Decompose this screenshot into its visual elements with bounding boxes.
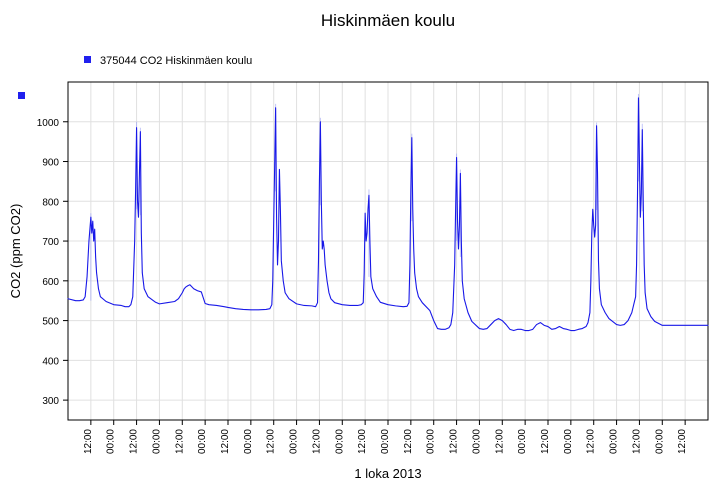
- svg-text:00:00: 00:00: [426, 429, 437, 454]
- svg-text:375044 CO2 Hiskinmäen koulu: 375044 CO2 Hiskinmäen koulu: [100, 55, 252, 67]
- svg-text:300: 300: [42, 396, 59, 407]
- svg-text:500: 500: [42, 317, 59, 328]
- svg-text:00:00: 00:00: [197, 429, 208, 454]
- svg-text:00:00: 00:00: [654, 429, 665, 454]
- svg-text:00:00: 00:00: [289, 429, 300, 454]
- svg-text:00:00: 00:00: [517, 429, 528, 454]
- svg-text:12:00: 12:00: [83, 429, 94, 454]
- svg-text:00:00: 00:00: [334, 429, 345, 454]
- svg-text:00:00: 00:00: [151, 429, 162, 454]
- svg-text:00:00: 00:00: [106, 429, 117, 454]
- svg-text:00:00: 00:00: [471, 429, 482, 454]
- svg-text:12:00: 12:00: [586, 429, 597, 454]
- svg-text:12:00: 12:00: [403, 429, 414, 454]
- svg-text:1000: 1000: [37, 118, 60, 129]
- svg-text:00:00: 00:00: [243, 429, 254, 454]
- svg-text:600: 600: [42, 277, 59, 288]
- svg-text:12:00: 12:00: [129, 429, 140, 454]
- svg-text:CO2 (ppm CO2): CO2 (ppm CO2): [8, 204, 23, 299]
- svg-text:Hiskinmäen koulu: Hiskinmäen koulu: [321, 11, 455, 30]
- chart-svg: Hiskinmäen koulu 375044 CO2 Hiskinmäen ko…: [0, 0, 724, 503]
- svg-text:12:00: 12:00: [677, 429, 688, 454]
- svg-text:12:00: 12:00: [357, 429, 368, 454]
- svg-text:12:00: 12:00: [494, 429, 505, 454]
- svg-text:12:00: 12:00: [631, 429, 642, 454]
- svg-text:1 loka 2013: 1 loka 2013: [354, 466, 421, 481]
- svg-text:700: 700: [42, 237, 59, 248]
- svg-text:12:00: 12:00: [449, 429, 460, 454]
- svg-text:12:00: 12:00: [266, 429, 277, 454]
- svg-text:400: 400: [42, 356, 59, 367]
- svg-text:12:00: 12:00: [311, 429, 322, 454]
- svg-text:12:00: 12:00: [174, 429, 185, 454]
- svg-text:800: 800: [42, 197, 59, 208]
- svg-text:00:00: 00:00: [609, 429, 620, 454]
- svg-text:00:00: 00:00: [380, 429, 391, 454]
- svg-text:12:00: 12:00: [220, 429, 231, 454]
- chart-container: Hiskinmäen koulu 375044 CO2 Hiskinmäen ko…: [0, 0, 724, 503]
- svg-text:12:00: 12:00: [540, 429, 551, 454]
- svg-text:00:00: 00:00: [563, 429, 574, 454]
- svg-text:900: 900: [42, 158, 59, 169]
